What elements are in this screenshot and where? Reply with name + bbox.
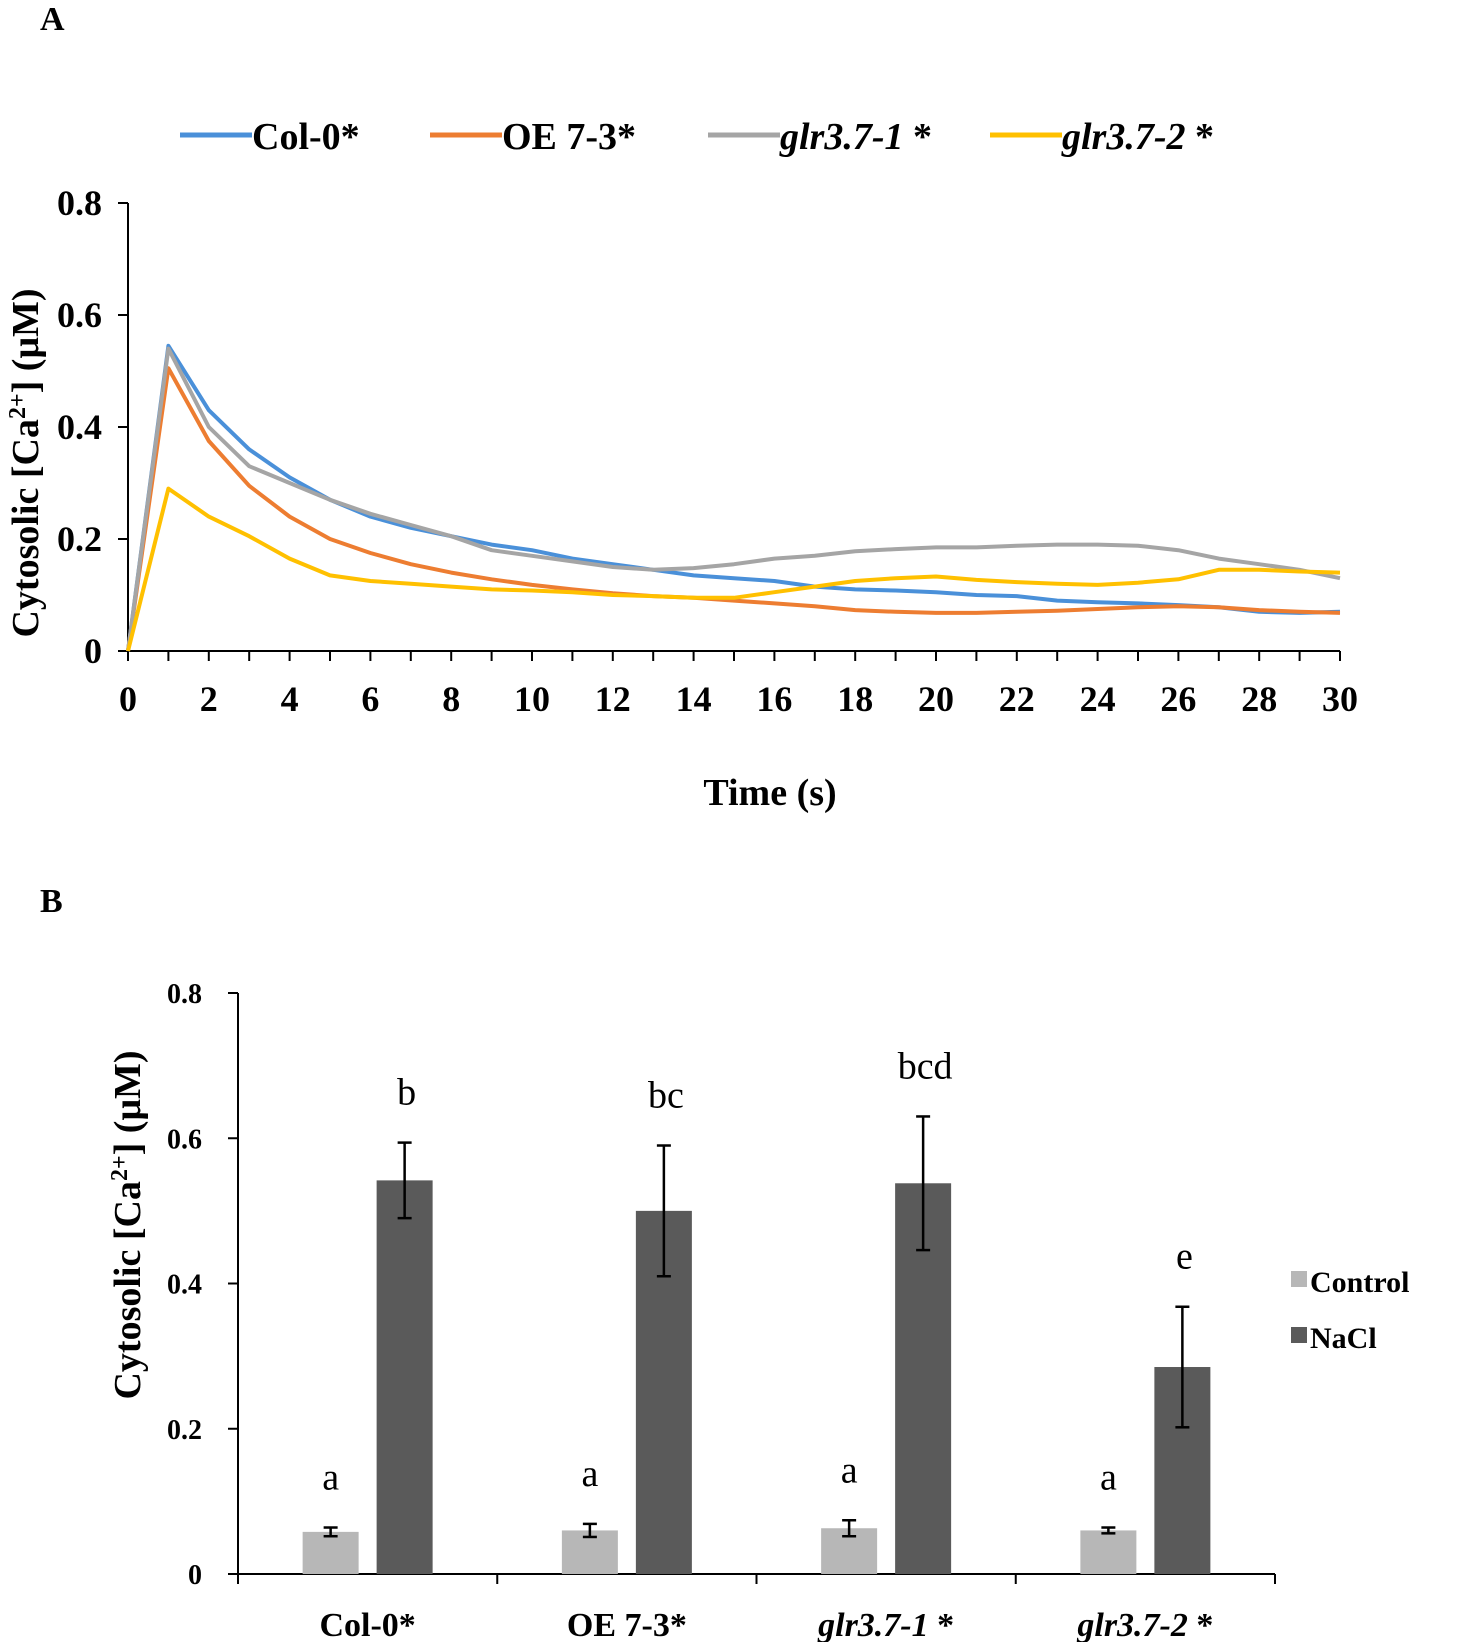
panel-b-y-tick-label: 0.6 [167, 1124, 202, 1155]
panel-a-x-tick-label: 6 [361, 679, 379, 719]
panel-b-letter: B [40, 883, 63, 920]
panel-a-x-tick-label: 14 [676, 679, 712, 719]
panel-a-legend-label: Col-0* [252, 116, 360, 158]
panel-b-legend-label: NaCl [1310, 1322, 1377, 1355]
panel-b-y-tick-label: 0.8 [167, 979, 202, 1010]
panel-a-x-tick-label: 22 [999, 679, 1035, 719]
panel-a-x-tick-label: 18 [837, 679, 873, 719]
panel-a-y-tick-label: 0.4 [57, 407, 102, 447]
panel-a-y-tick-label: 0.6 [57, 295, 102, 335]
panel-b-bar [302, 1531, 359, 1574]
panel-a-y-tick-label: 0.8 [57, 183, 102, 223]
panel-a-series-line [126, 366, 1341, 652]
panel-b-axes: 0 0.2 0.4 0.6 0.8 Col-0* OE 7-3* glr3.7-1 * glr3… [167, 979, 1276, 1642]
panel-a-x-axis-title: Time (s) [703, 772, 836, 814]
panel-a-x-tick-label: 26 [1160, 679, 1196, 719]
panel-b-y-axis-title: Cytosolic [Ca2+] (μM) [107, 1050, 149, 1399]
panel-a-x-tick-label: 0 [119, 679, 137, 719]
panel-b-legend: Control NaCl [1291, 1266, 1409, 1355]
panel-b-significance-letter: a [1100, 1457, 1117, 1499]
panel-a-x-tick-label: 16 [756, 679, 792, 719]
panel-b-legend-label: Control [1310, 1266, 1409, 1299]
panel-a-x-tick-label: 4 [281, 679, 299, 719]
panel-a-x-tick-label: 8 [442, 679, 460, 719]
panel-a-x-tick-label: 28 [1241, 679, 1277, 719]
panel-b-category-label: glr3.7-2 * [1076, 1607, 1213, 1642]
panel-b-significance-letter: a [841, 1449, 858, 1491]
panel-a-y-tick-label: 0.2 [57, 519, 102, 559]
panel-b-significance-letter: bc [648, 1075, 684, 1117]
panel-a-legend: Col-0* OE 7-3* glr3.7-1 * glr3.7-2 * [180, 116, 1214, 158]
panel-a-series-line [126, 346, 1341, 652]
panel-a-x-tick-label: 30 [1322, 679, 1358, 719]
panel-a-series-lines [126, 343, 1341, 652]
panel-b-significance-letter: b [397, 1072, 416, 1114]
panel-a-legend-label: glr3.7-2 * [1061, 116, 1214, 158]
panel-a-series-line [126, 486, 1341, 652]
panel-b-significance-letter: bcd [898, 1045, 953, 1087]
panel-b-significance-letter: e [1176, 1236, 1193, 1278]
panel-b-legend-swatch [1291, 1327, 1307, 1343]
panel-b-significance-letter: a [581, 1453, 598, 1495]
panel-a-x-tick-label: 10 [514, 679, 550, 719]
panel-a-x-tick-label: 20 [918, 679, 954, 719]
panel-b-category-label: OE 7-3* [567, 1607, 687, 1642]
panel-a-legend-label: glr3.7-1 * [779, 116, 932, 158]
panel-b-category-label: Col-0* [319, 1607, 415, 1642]
panel-a-x-tick-label: 24 [1080, 679, 1116, 719]
panel-b-bars: a b a bc a bcd a e [302, 1045, 1211, 1574]
panel-b-y-tick-label: 0.4 [167, 1270, 202, 1301]
panel-a-y-axis-title: Cytosolic [Ca2+] (μM) [5, 288, 47, 637]
panel-b-significance-letter: a [322, 1457, 339, 1499]
panel-a-legend-label: OE 7-3* [502, 116, 636, 158]
panel-b-bar [376, 1180, 433, 1574]
panel-b-legend-swatch [1291, 1271, 1307, 1287]
panel-b-bar [1080, 1530, 1137, 1574]
panel-a-x-tick-label: 12 [595, 679, 631, 719]
panel-b-y-tick-label: 0.2 [167, 1415, 202, 1446]
panel-b-bar-chart: 0 0.2 0.4 0.6 0.8 Col-0* OE 7-3* glr3.7-1 * glr3… [107, 979, 1409, 1642]
panel-a-letter: A [40, 1, 65, 38]
panel-a-y-tick-label: 0 [84, 631, 102, 671]
panel-b-y-tick-label: 0 [188, 1560, 202, 1591]
panel-b-category-label: glr3.7-1 * [817, 1607, 954, 1642]
panel-a-x-tick-label: 2 [200, 679, 218, 719]
